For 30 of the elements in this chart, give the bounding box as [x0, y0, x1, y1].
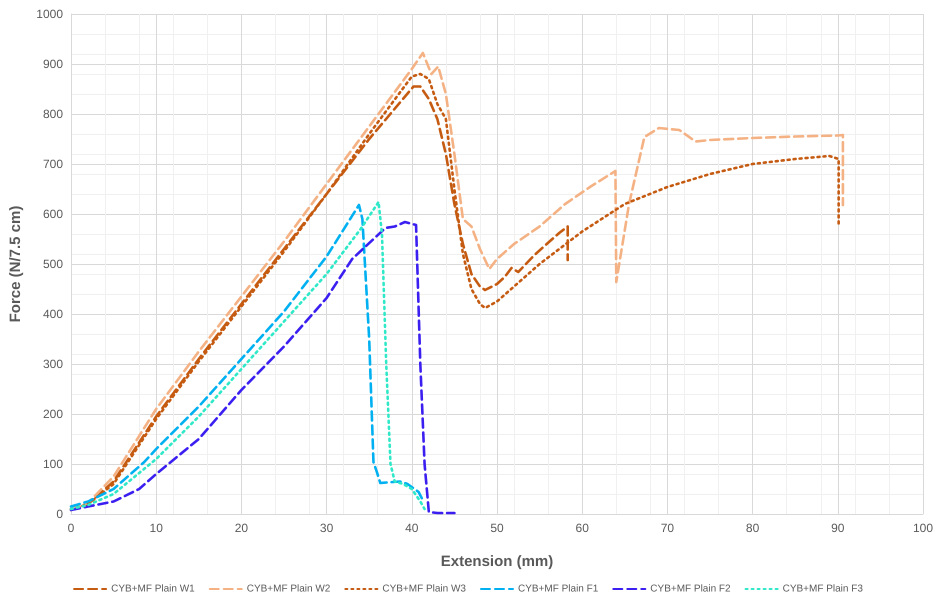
y-tick-label: 0 — [56, 507, 64, 521]
y-tick-label: 800 — [42, 107, 64, 121]
legend-label: CYB+MF Plain F2 — [650, 584, 732, 594]
y-tick-label: 1000 — [36, 7, 64, 21]
y-axis-title: Force (N/7.5 cm) — [7, 206, 24, 322]
x-tick-label: 70 — [660, 521, 674, 535]
y-tick-label: 400 — [42, 307, 64, 321]
y-tick-label: 300 — [42, 357, 64, 371]
x-tick-label: 30 — [320, 521, 334, 535]
y-tick-label: 100 — [42, 457, 64, 471]
x-tick-label: 40 — [405, 521, 419, 535]
x-tick-label: 0 — [68, 521, 75, 535]
x-axis-title: Extension (mm) — [440, 553, 554, 570]
y-tick-label: 700 — [42, 157, 64, 171]
y-tick-label: 200 — [42, 407, 64, 421]
y-tick-label: 500 — [42, 257, 64, 271]
x-tick-label: 20 — [234, 521, 248, 535]
legend-label: CYB+MF Plain W2 — [246, 584, 331, 594]
x-tick-label: 60 — [576, 521, 590, 535]
x-tick-label: 10 — [150, 521, 164, 535]
legend-label: CYB+MF Plain F3 — [782, 584, 864, 594]
legend-label: CYB+MF Plain W3 — [382, 584, 466, 594]
x-tick-label: 90 — [831, 521, 845, 535]
y-tick-label: 900 — [42, 57, 64, 71]
x-tick-label: 80 — [746, 521, 760, 535]
legend-label: CYB+MF Plain W1 — [111, 584, 196, 594]
x-tick-label: 50 — [490, 521, 504, 535]
y-tick-label: 600 — [42, 207, 64, 221]
legend-label: CYB+MF Plain F1 — [518, 584, 599, 594]
x-tick-label: 100 — [912, 521, 934, 535]
